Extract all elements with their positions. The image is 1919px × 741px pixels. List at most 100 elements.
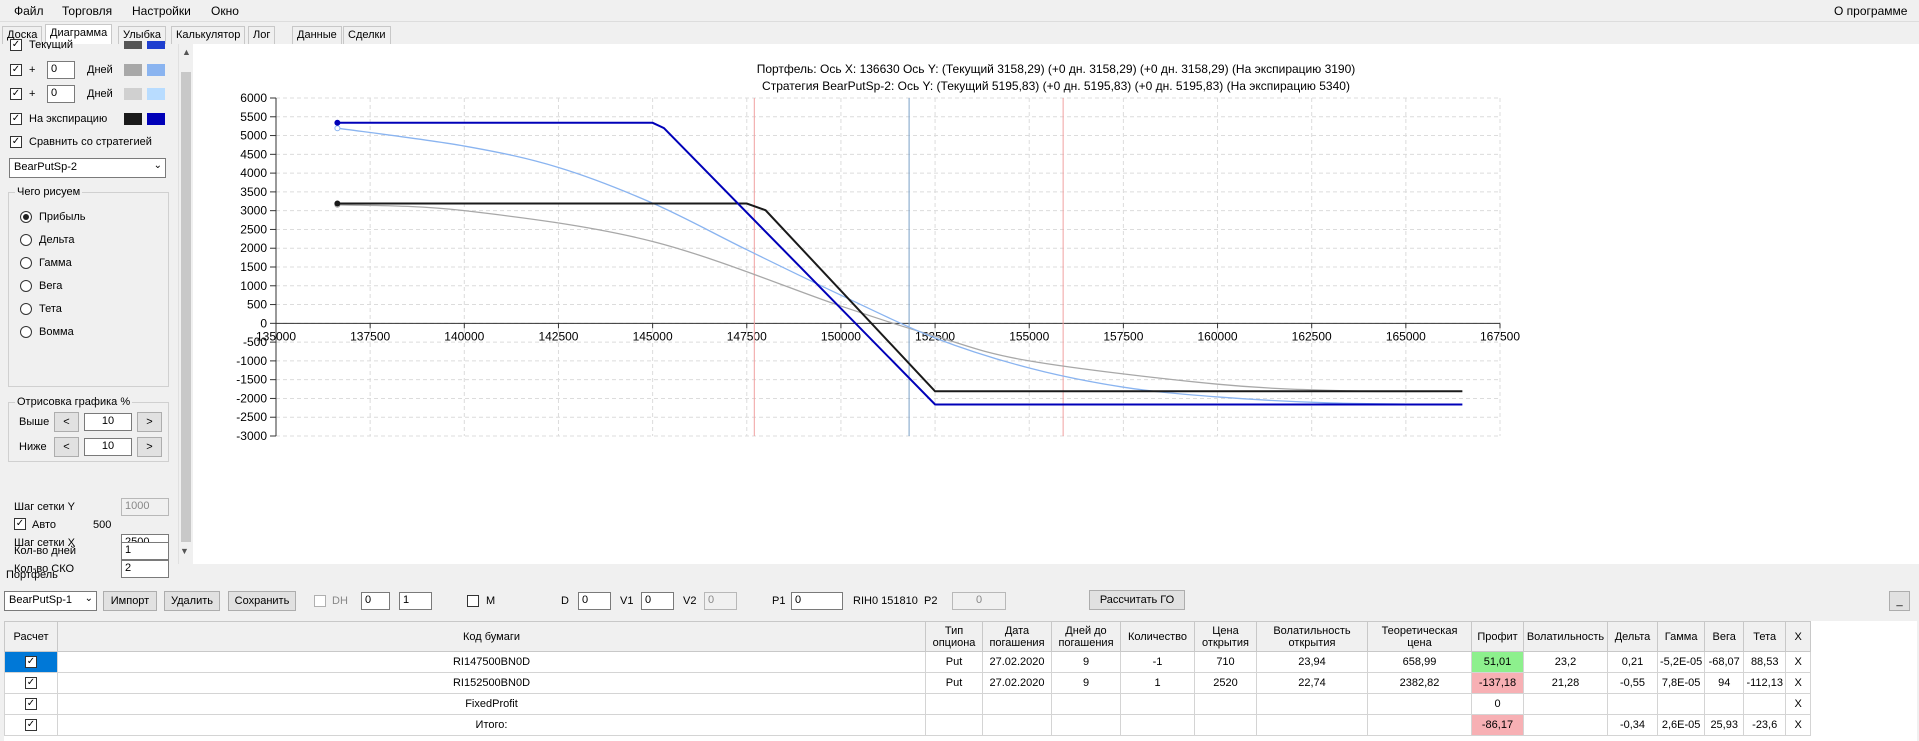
tab-log[interactable]: Лог bbox=[248, 26, 276, 44]
cell-code: FixedProfit bbox=[57, 693, 926, 715]
above-decrease-button[interactable]: < bbox=[54, 412, 79, 432]
table-row[interactable]: ✓ FixedProfit 0 X bbox=[4, 693, 1812, 715]
radio-vega-label: Вега bbox=[39, 280, 63, 292]
color-swatch-plus1-portfolio[interactable] bbox=[124, 64, 142, 76]
left-panel-scrollbar[interactable]: ▲ bbox=[178, 44, 192, 564]
radio-theta[interactable] bbox=[20, 303, 32, 315]
y-tick-label: 5500 bbox=[240, 110, 267, 124]
col-header-days-to-expiry[interactable]: Дней до погашения bbox=[1051, 621, 1121, 652]
scrollbar-thumb[interactable] bbox=[181, 72, 191, 542]
auto-checkbox[interactable]: ✓ bbox=[14, 518, 26, 530]
plus-days-2-checkbox[interactable]: ✓ bbox=[10, 88, 22, 100]
above-increase-button[interactable]: > bbox=[137, 412, 162, 432]
col-header-gamma[interactable]: Гамма bbox=[1656, 621, 1706, 652]
plus-days-1-input[interactable]: 0 bbox=[47, 61, 75, 79]
cell-calc[interactable]: ✓ bbox=[4, 672, 58, 694]
grid-y-input[interactable]: 1000 bbox=[121, 498, 169, 516]
col-header-open-volatility[interactable]: Волатильность открытия bbox=[1256, 621, 1368, 652]
minimize-button[interactable]: _ bbox=[1889, 591, 1910, 611]
col-header-volatility[interactable]: Волатильность bbox=[1523, 621, 1608, 652]
scroll-up-icon[interactable]: ▲ bbox=[182, 47, 191, 57]
above-input[interactable]: 10 bbox=[84, 413, 132, 431]
col-header-delta[interactable]: Дельта bbox=[1607, 621, 1658, 652]
days-count-input[interactable]: 1 bbox=[121, 542, 169, 560]
table-row[interactable]: ✓ RI147500BN0D Put 27.02.2020 9 -1 710 23,94 658… bbox=[4, 651, 1812, 673]
col-header-calc[interactable]: Расчет bbox=[4, 621, 58, 652]
tab-diagram[interactable]: Диаграмма bbox=[45, 24, 113, 44]
cell-expiry-date: 27.02.2020 bbox=[982, 672, 1052, 694]
tab-data[interactable]: Данные bbox=[292, 26, 342, 44]
color-swatch-plus2-portfolio[interactable] bbox=[124, 88, 142, 100]
compare-strategy-checkbox[interactable]: ✓ bbox=[10, 136, 22, 148]
tab-smile[interactable]: Улыбка bbox=[118, 26, 167, 44]
d-input[interactable]: 0 bbox=[578, 592, 611, 610]
radio-gamma-label: Гамма bbox=[39, 257, 72, 269]
col-header-theta[interactable]: Тета bbox=[1743, 621, 1787, 652]
import-button[interactable]: Импорт bbox=[103, 591, 157, 611]
menu-about[interactable]: О программе bbox=[1834, 4, 1908, 18]
col-header-vega[interactable]: Вега bbox=[1704, 621, 1745, 652]
chart-canvas[interactable]: 6000550050004500400035003000250020001500… bbox=[193, 44, 1919, 564]
p2-input[interactable]: 0 bbox=[952, 592, 1006, 610]
cell-calc[interactable]: ✓ bbox=[4, 693, 58, 715]
dh-spin-2[interactable]: 1 bbox=[399, 592, 432, 610]
cell-remove[interactable]: X bbox=[1785, 714, 1812, 736]
radio-vega[interactable] bbox=[20, 280, 32, 292]
color-swatch-plus1-strategy[interactable] bbox=[147, 64, 165, 76]
dh-spin-1[interactable]: 0 bbox=[361, 592, 390, 610]
below-input[interactable]: 10 bbox=[84, 438, 132, 456]
calc-checkbox[interactable]: ✓ bbox=[25, 698, 37, 711]
menu-settings[interactable]: Настройки bbox=[132, 4, 191, 18]
below-decrease-button[interactable]: < bbox=[54, 437, 79, 457]
tab-deals[interactable]: Сделки bbox=[343, 26, 391, 44]
menu-file[interactable]: Файл bbox=[14, 4, 44, 18]
col-header-code[interactable]: Код бумаги bbox=[57, 621, 926, 652]
col-header-open-price[interactable]: Цена открытия bbox=[1194, 621, 1257, 652]
color-swatch-plus2-strategy[interactable] bbox=[147, 88, 165, 100]
sko-input[interactable]: 2 bbox=[121, 560, 169, 578]
current-checkbox[interactable]: ✓ bbox=[10, 39, 22, 51]
v2-input[interactable]: 0 bbox=[704, 592, 737, 610]
scroll-down-icon[interactable]: ▼ bbox=[180, 546, 189, 556]
radio-vomma[interactable] bbox=[20, 326, 32, 338]
cell-calc[interactable]: ✓ bbox=[4, 714, 58, 736]
col-header-remove[interactable]: X bbox=[1785, 621, 1812, 652]
tab-calculator[interactable]: Калькулятор bbox=[171, 26, 246, 44]
radio-gamma[interactable] bbox=[20, 257, 32, 269]
radio-delta[interactable] bbox=[20, 234, 32, 246]
calculate-go-button[interactable]: Рассчитать ГО bbox=[1089, 590, 1185, 610]
plus-days-1-checkbox[interactable]: ✓ bbox=[10, 64, 22, 76]
col-header-theoretical-price[interactable]: Теоретическая цена bbox=[1367, 621, 1472, 652]
plus-days-2-input[interactable]: 0 bbox=[47, 85, 75, 103]
color-swatch-expiration-portfolio[interactable] bbox=[124, 113, 142, 125]
p1-input[interactable]: 0 bbox=[791, 592, 843, 610]
menu-trading[interactable]: Торговля bbox=[62, 4, 113, 18]
color-swatch-current-portfolio[interactable] bbox=[124, 41, 142, 49]
cell-remove[interactable]: X bbox=[1785, 672, 1812, 694]
portfolio-select[interactable]: BearPutSp-1 ⌄ bbox=[4, 591, 97, 611]
col-header-quantity[interactable]: Количество bbox=[1120, 621, 1195, 652]
delete-button[interactable]: Удалить bbox=[164, 591, 220, 611]
col-header-expiry-date[interactable]: Дата погашения bbox=[982, 621, 1052, 652]
col-header-option-type[interactable]: Тип опциона bbox=[925, 621, 983, 652]
cell-remove[interactable]: X bbox=[1785, 651, 1812, 673]
expiration-checkbox[interactable]: ✓ bbox=[10, 113, 22, 125]
dh-checkbox[interactable] bbox=[314, 595, 326, 607]
table-row[interactable]: ✓ Итого: -86,17 -0,34 2,6E-05 25,93 -23,6 X bbox=[4, 714, 1812, 736]
table-row[interactable]: ✓ RI152500BN0D Put 27.02.2020 9 1 2520 22,74 238… bbox=[4, 672, 1812, 694]
save-button[interactable]: Сохранить bbox=[228, 591, 296, 611]
strategy-select[interactable]: BearPutSp-2 ⌄ bbox=[9, 158, 166, 178]
cell-remove[interactable]: X bbox=[1785, 693, 1812, 715]
v1-input[interactable]: 0 bbox=[641, 592, 674, 610]
color-swatch-current-strategy[interactable] bbox=[147, 41, 165, 49]
m-checkbox[interactable] bbox=[467, 595, 479, 607]
below-increase-button[interactable]: > bbox=[137, 437, 162, 457]
radio-profit[interactable] bbox=[20, 211, 32, 223]
cell-calc[interactable]: ✓ bbox=[4, 651, 58, 673]
col-header-profit[interactable]: Профит bbox=[1471, 621, 1524, 652]
calc-checkbox[interactable]: ✓ bbox=[25, 719, 37, 732]
calc-checkbox[interactable]: ✓ bbox=[25, 656, 37, 669]
calc-checkbox[interactable]: ✓ bbox=[25, 677, 37, 690]
color-swatch-expiration-strategy[interactable] bbox=[147, 113, 165, 125]
menu-window[interactable]: Окно bbox=[211, 4, 239, 18]
